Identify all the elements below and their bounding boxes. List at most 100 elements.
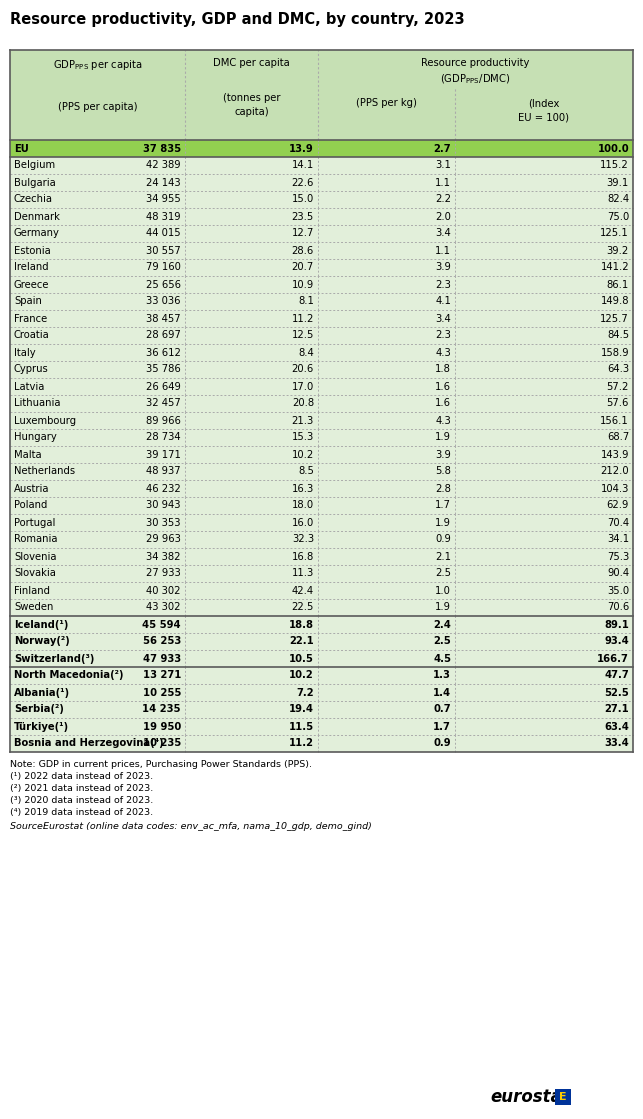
Text: Switzerland(³): Switzerland(³) [14,653,95,664]
Text: 3.9: 3.9 [435,450,451,460]
Text: 8.1: 8.1 [298,297,314,307]
Text: (⁴) 2019 data instead of 2023.: (⁴) 2019 data instead of 2023. [10,808,153,817]
Text: 2.4: 2.4 [433,620,451,630]
Text: 28 734: 28 734 [147,433,181,442]
Text: 32 457: 32 457 [146,398,181,408]
Text: 10.2: 10.2 [292,450,314,460]
Text: 57.6: 57.6 [606,398,629,408]
Text: 90.4: 90.4 [607,568,629,579]
Text: Netherlands: Netherlands [14,467,75,477]
Bar [10,361,633,378]
Text: 30 557: 30 557 [146,245,181,255]
Text: (²) 2021 data instead of 2023.: (²) 2021 data instead of 2023. [10,784,153,793]
Bar [10,718,633,735]
Text: 10.2: 10.2 [289,670,314,680]
Text: 1.0: 1.0 [435,585,451,595]
Text: Serbia(²): Serbia(²) [14,705,64,715]
Text: 1.8: 1.8 [435,365,451,375]
Text: 68.7: 68.7 [607,433,629,442]
Text: 16.8: 16.8 [292,552,314,562]
Text: 70.4: 70.4 [607,517,629,527]
Text: capita): capita) [234,107,269,117]
Text: 14.1: 14.1 [292,160,314,170]
Text: 12.7: 12.7 [292,228,314,238]
Text: Belgium: Belgium [14,160,55,170]
Text: 0.9: 0.9 [433,739,451,749]
Text: 1.6: 1.6 [435,398,451,408]
Text: 33.4: 33.4 [604,739,629,749]
Bar [10,446,633,463]
Bar [10,191,633,208]
Text: 5.8: 5.8 [435,467,451,477]
Text: EU: EU [14,143,29,153]
Text: 149.8: 149.8 [601,297,629,307]
Text: 20.8: 20.8 [292,398,314,408]
Text: 8.4: 8.4 [298,348,314,357]
Text: Luxembourg: Luxembourg [14,415,76,425]
Text: Hungary: Hungary [14,433,57,442]
Text: 16.3: 16.3 [292,483,314,493]
Text: 23.5: 23.5 [292,211,314,222]
Text: 2.3: 2.3 [435,280,451,290]
Text: Ireland: Ireland [14,263,49,273]
Text: 34 382: 34 382 [147,552,181,562]
Text: 1.7: 1.7 [433,722,451,732]
Text: 39 171: 39 171 [146,450,181,460]
Text: 11.2: 11.2 [289,739,314,749]
Text: 17.0: 17.0 [292,382,314,392]
Text: 18.8: 18.8 [289,620,314,630]
Text: 16.0: 16.0 [292,517,314,527]
Text: 1.4: 1.4 [433,687,451,697]
Text: 64.3: 64.3 [607,365,629,375]
Text: Austria: Austria [14,483,50,493]
Text: 3.9: 3.9 [435,263,451,273]
Text: Iceland(¹): Iceland(¹) [14,620,68,630]
Text: 1.3: 1.3 [433,670,451,680]
Text: DMC per capita: DMC per capita [213,58,290,68]
Text: France: France [14,313,47,323]
Text: 4.5: 4.5 [433,653,451,664]
Bar [10,667,633,684]
Text: 35 786: 35 786 [146,365,181,375]
Bar [10,310,633,327]
Text: 42.4: 42.4 [292,585,314,595]
Text: Slovakia: Slovakia [14,568,56,579]
Text: 39.1: 39.1 [607,178,629,188]
Text: 125.7: 125.7 [601,313,629,323]
Bar [10,463,633,480]
Text: 75.3: 75.3 [607,552,629,562]
Text: Malta: Malta [14,450,42,460]
Bar [10,225,633,242]
Text: 2.0: 2.0 [435,211,451,222]
Text: (PPS per capita): (PPS per capita) [58,102,137,112]
Bar [10,582,633,599]
Text: GDP$_{\mathregular{PPS}}$ per capita: GDP$_{\mathregular{PPS}}$ per capita [53,58,142,72]
Text: 21.3: 21.3 [292,415,314,425]
Text: 10 255: 10 255 [143,687,181,697]
Text: 4.3: 4.3 [435,415,451,425]
Text: 70.6: 70.6 [607,602,629,612]
Text: 63.4: 63.4 [604,722,629,732]
Text: 44 015: 44 015 [147,228,181,238]
Text: Albania(¹): Albania(¹) [14,687,70,697]
Bar [10,293,633,310]
Text: 7.2: 7.2 [296,687,314,697]
Bar [10,395,633,412]
Text: 82.4: 82.4 [607,195,629,205]
Text: Portugal: Portugal [14,517,55,527]
Text: Croatia: Croatia [14,330,50,340]
Bar [10,412,633,429]
Text: Lithuania: Lithuania [14,398,60,408]
Text: 28.6: 28.6 [292,245,314,255]
Text: 86.1: 86.1 [607,280,629,290]
Text: Italy: Italy [14,348,35,357]
Text: 42 389: 42 389 [147,160,181,170]
Text: (Index: (Index [529,98,559,109]
Bar [10,208,633,225]
Text: 2.3: 2.3 [435,330,451,340]
Text: 43 302: 43 302 [147,602,181,612]
Text: 12.5: 12.5 [292,330,314,340]
Text: 34.1: 34.1 [607,535,629,545]
Text: 4.1: 4.1 [435,297,451,307]
Text: 20.6: 20.6 [292,365,314,375]
